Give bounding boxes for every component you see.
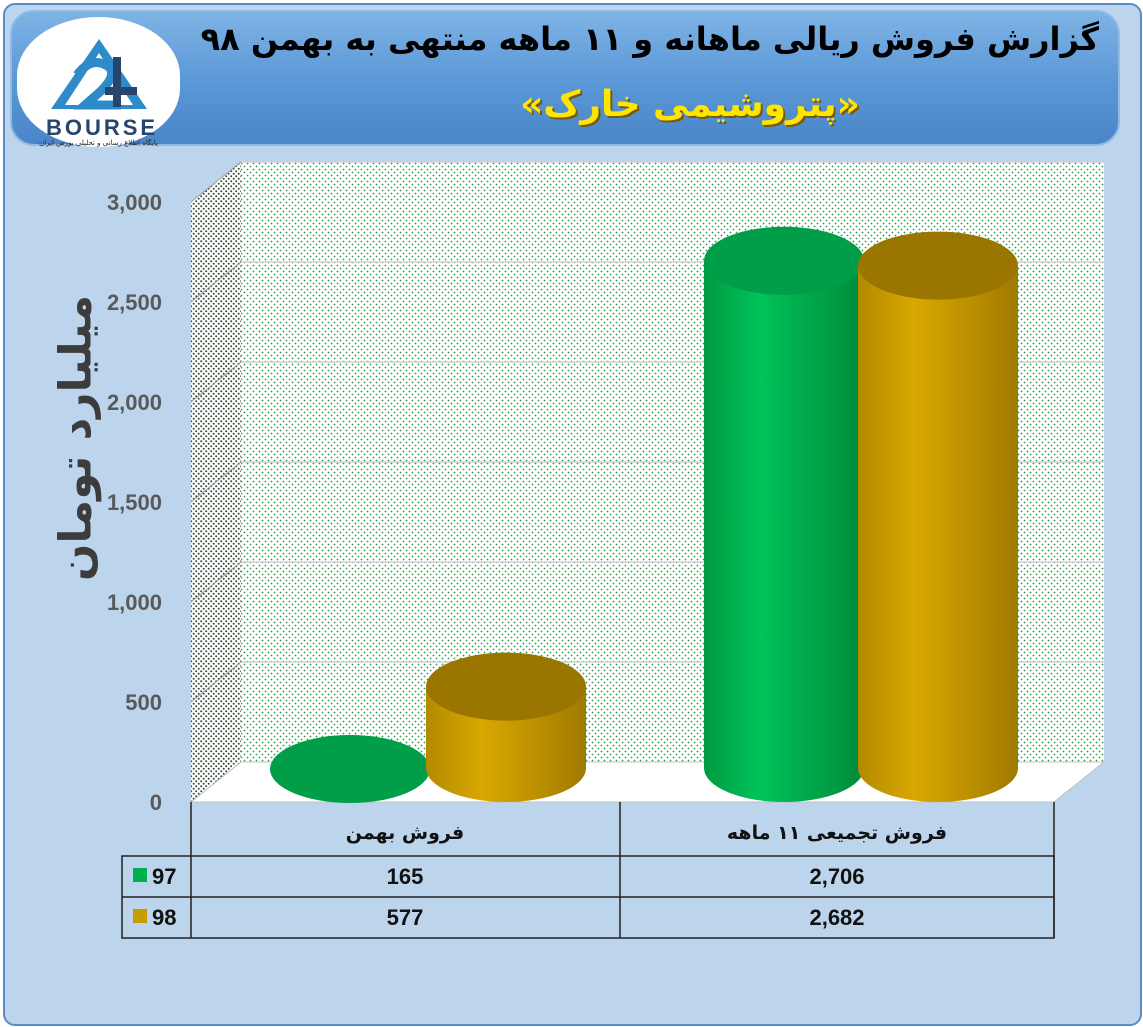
data-label: 2,706 (809, 864, 864, 889)
logo-text: BOURSE (45, 115, 159, 140)
gridline (190, 261, 242, 303)
bar-top (426, 652, 586, 721)
logo-tagline: پایگاه اطلاع رسانی و تحلیلی بورس ایران (39, 139, 158, 147)
bar-body (858, 265, 1018, 803)
y-tick-label: 0 (150, 790, 162, 815)
y-tick-label: 3,000 (107, 190, 162, 215)
chart-subtitle: «پتروشیمی خارک» (520, 84, 860, 125)
bourse-logo: BOURSE پایگاه اطلاع رسانی و تحلیلی بورس … (17, 17, 180, 147)
y-tick-label: 1,500 (107, 490, 162, 515)
data-label: 2,682 (809, 905, 864, 930)
y-tick-label: 1,000 (107, 590, 162, 615)
title-banner (10, 10, 1120, 146)
gridline (190, 461, 242, 503)
y-tick-label: 2,500 (107, 290, 162, 315)
gridline (190, 661, 242, 703)
bar-98-0 (426, 652, 586, 802)
legend-label: 98 (152, 905, 176, 930)
y-tick-label: 500 (125, 690, 162, 715)
bar-top (704, 226, 864, 295)
legend-label: 97 (152, 864, 176, 889)
chart-title: گزارش فروش ریالی ماهانه و ۱۱ ماهه منتهی … (200, 20, 1099, 58)
bar-body (704, 260, 864, 802)
x-category-label: فروش تجمیعی ۱۱ ماهه (727, 822, 947, 844)
gridline (190, 561, 242, 603)
bar-top (858, 231, 1018, 300)
gridline (190, 361, 242, 403)
data-label: 165 (387, 864, 424, 889)
y-tick-label: 2,000 (107, 390, 162, 415)
gridline (190, 161, 242, 203)
bar-97-0 (270, 735, 430, 803)
bar-top (270, 735, 430, 803)
logo-mark-icon (51, 39, 147, 110)
bar-97-1 (704, 226, 864, 802)
legend-swatch (133, 909, 147, 923)
legend-swatch (133, 868, 147, 882)
bar-98-1 (858, 231, 1018, 803)
data-label: 577 (387, 905, 424, 930)
x-category-label: فروش بهمن (346, 822, 464, 844)
